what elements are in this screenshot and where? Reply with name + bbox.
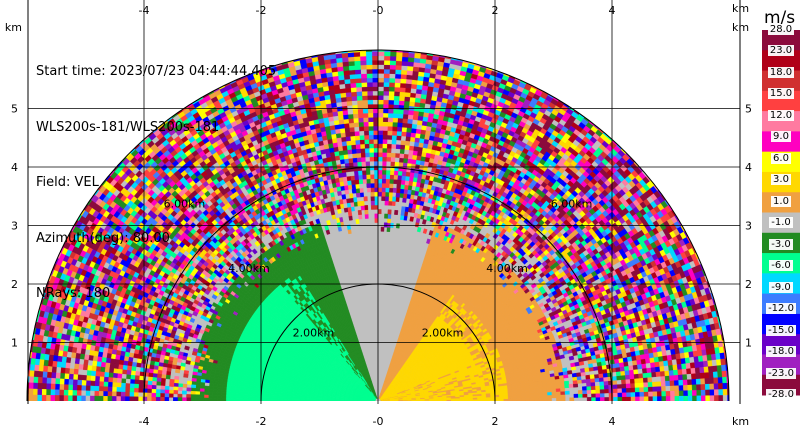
- colorbar-label-6: 6.0: [771, 152, 791, 164]
- x-tick-top-2: -0: [373, 4, 384, 17]
- y-tick-right-3: 4: [745, 161, 752, 174]
- y-tick-right-2: 3: [745, 220, 752, 233]
- unit-left-top: km: [5, 21, 22, 34]
- unit-right-top: km: [732, 21, 749, 34]
- ring-label-1-0: 4.00km: [228, 262, 270, 275]
- axis-ticks: -4 -4 -2 -2 -0 -0 2 2 4 4 1 1 2 2 3 3 4 4 5 5 km km km km: [5, 2, 752, 428]
- colorbar-label-15: -18.0: [766, 346, 796, 358]
- x-tick-top-4: 4: [609, 4, 616, 17]
- y-tick-left-4: 5: [11, 103, 18, 116]
- colorbar-label-10: -3.0: [769, 238, 793, 250]
- colorbar-label-9: -1.0: [769, 217, 793, 229]
- colorbar-unit: m/s: [764, 8, 796, 28]
- ring-label-0-1: 2.00km: [422, 326, 464, 339]
- ring-label-2-0: 6.00km: [164, 197, 206, 210]
- range-ring-2: [26, 49, 730, 402]
- colorbar-label-13: -12.0: [766, 303, 796, 315]
- x-tick-bottom-0: -4: [139, 415, 150, 428]
- colorbar-label-0: 28.0: [767, 24, 795, 35]
- colorbar-label-14: -15.0: [766, 324, 796, 336]
- colorbar-label-16: -23.0: [766, 367, 796, 379]
- x-tick-bottom-2: -0: [373, 415, 384, 428]
- grid-lines: [27, 0, 741, 404]
- x-tick-top-0: -4: [139, 4, 150, 17]
- y-tick-right-1: 2: [745, 278, 752, 291]
- range-ring-1: [143, 166, 613, 402]
- y-tick-left-3: 4: [11, 161, 18, 174]
- x-tick-bottom-4: 4: [609, 415, 616, 428]
- x-tick-top-1: -2: [256, 4, 267, 17]
- colorbar-label-8: 1.0: [771, 195, 791, 207]
- ring-label-2-1: 6.00km: [551, 197, 593, 210]
- y-tick-left-0: 1: [11, 337, 18, 350]
- y-tick-left-1: 2: [11, 278, 18, 291]
- colorbar-label-12: -9.0: [769, 281, 793, 293]
- colorbar-label-7: 3.0: [771, 174, 791, 186]
- y-tick-left-2: 3: [11, 220, 18, 233]
- ring-label-0-0: 2.00km: [293, 326, 335, 339]
- y-tick-right-4: 5: [745, 103, 752, 116]
- colorbar-label-17: -28.0: [766, 389, 796, 400]
- colorbar-label-1: 23.0: [767, 45, 795, 57]
- y-tick-right-0: 1: [745, 337, 752, 350]
- colorbar-label-5: 9.0: [771, 131, 791, 143]
- ring-label-1-1: 4.00km: [486, 262, 528, 275]
- range-ring-0: [260, 283, 496, 402]
- x-tick-top-3: 2: [492, 4, 499, 17]
- unit-right-bottom: km: [732, 415, 749, 428]
- unit-top-right: km: [732, 2, 749, 15]
- colorbar-label-11: -6.0: [769, 260, 793, 272]
- colorbar-label-3: 15.0: [767, 88, 795, 100]
- x-tick-bottom-1: -2: [256, 415, 267, 428]
- range-rings: 2.00km 2.00km 4.00km 4.00km 6.00km 6.00km: [26, 49, 730, 402]
- colorbar: [762, 30, 800, 396]
- colorbar-label-4: 12.0: [767, 109, 795, 121]
- x-tick-bottom-3: 2: [492, 415, 499, 428]
- colorbar-label-2: 18.0: [767, 66, 795, 78]
